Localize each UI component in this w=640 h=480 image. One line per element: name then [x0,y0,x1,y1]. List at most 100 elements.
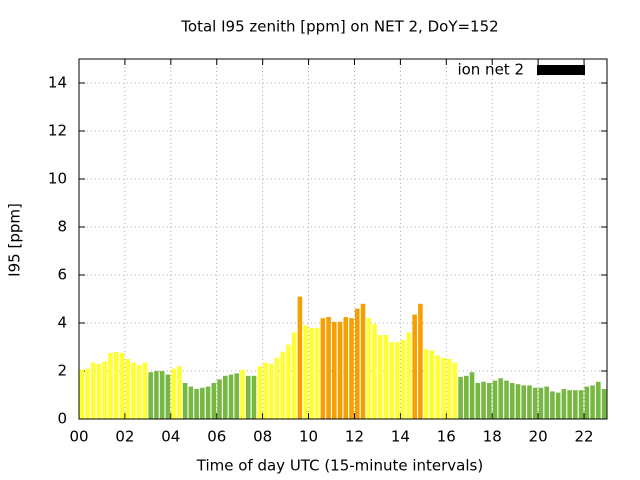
bar [349,318,354,419]
bar [159,371,165,419]
x-axis-label: Time of day UTC (15-minute intervals) [196,457,483,475]
bar [429,350,435,419]
bar [383,335,389,419]
bar [418,303,423,419]
bar [200,387,205,419]
bar [395,342,400,419]
legend-label: ion net 2 [457,61,524,79]
x-tick-label: 22 [574,428,593,446]
bar [578,390,584,419]
bar [108,353,113,419]
bar [136,365,142,419]
bar [90,362,96,419]
bar [544,386,549,419]
bar [366,318,372,419]
bar [85,368,90,419]
bar [228,374,234,419]
bar [286,344,291,419]
bar [400,339,406,419]
bar [113,351,119,419]
bar [337,321,343,419]
bar [245,375,251,419]
y-tick-label: 10 [48,170,67,188]
y-tick-label: 12 [48,122,67,140]
y-tick-label: 8 [57,218,67,236]
bar [504,380,509,419]
bar [171,368,176,419]
legend-swatch [537,65,585,75]
bar [441,357,446,419]
bar [240,369,245,419]
bar [354,308,360,419]
bar [182,383,188,419]
bar [263,362,268,419]
x-tick-label: 18 [483,428,502,446]
bar [412,314,417,419]
y-axis-label: I95 [ppm] [6,203,24,277]
bar [498,378,504,419]
bar [590,385,595,419]
bar [389,342,395,419]
bar [309,327,314,419]
bar [125,359,131,419]
y-tick-label: 4 [57,314,67,332]
bar [251,375,257,419]
bar [452,362,458,419]
bar [291,332,297,419]
bar [469,372,475,419]
x-tick-label: 06 [207,428,226,446]
bar [601,389,607,419]
bar [142,362,148,419]
bar [538,387,544,419]
bar [515,384,521,419]
bar [406,332,412,419]
bar [492,380,498,419]
bar [314,327,320,419]
bar [257,366,263,419]
bar [188,386,194,419]
bar [154,371,159,419]
bar [274,357,280,419]
bar [217,379,222,419]
x-tick-label: 20 [529,428,548,446]
bar [596,381,601,419]
bar [165,374,171,419]
bar [532,387,538,419]
bar [332,321,337,419]
bar [377,335,383,419]
bar [326,317,331,419]
bar [486,383,492,419]
x-tick-label: 14 [391,428,410,446]
bar [119,353,125,419]
bar [481,381,486,419]
bar [234,373,240,419]
bar [458,377,463,419]
bar [584,386,590,419]
bar [268,363,274,419]
x-tick-label: 12 [345,428,364,446]
bar [435,355,440,419]
bar [446,359,452,419]
x-tick-label: 08 [253,428,272,446]
bar [509,383,515,419]
bar [211,383,217,419]
y-tick-label: 6 [57,266,67,284]
bar [222,375,228,419]
x-tick-label: 16 [437,428,456,446]
bar [280,351,285,419]
bar [555,392,561,419]
bar [194,389,199,419]
y-tick-label: 0 [57,410,67,428]
bar [148,372,153,419]
bar [131,362,136,419]
bar [320,318,326,419]
bar [475,383,481,419]
x-tick-label: 00 [69,428,88,446]
x-tick-label: 10 [299,428,318,446]
bar [79,369,85,419]
x-tick-label: 02 [115,428,134,446]
bar [303,325,308,419]
y-tick-label: 14 [48,74,67,92]
y-tick-label: 2 [57,362,67,380]
